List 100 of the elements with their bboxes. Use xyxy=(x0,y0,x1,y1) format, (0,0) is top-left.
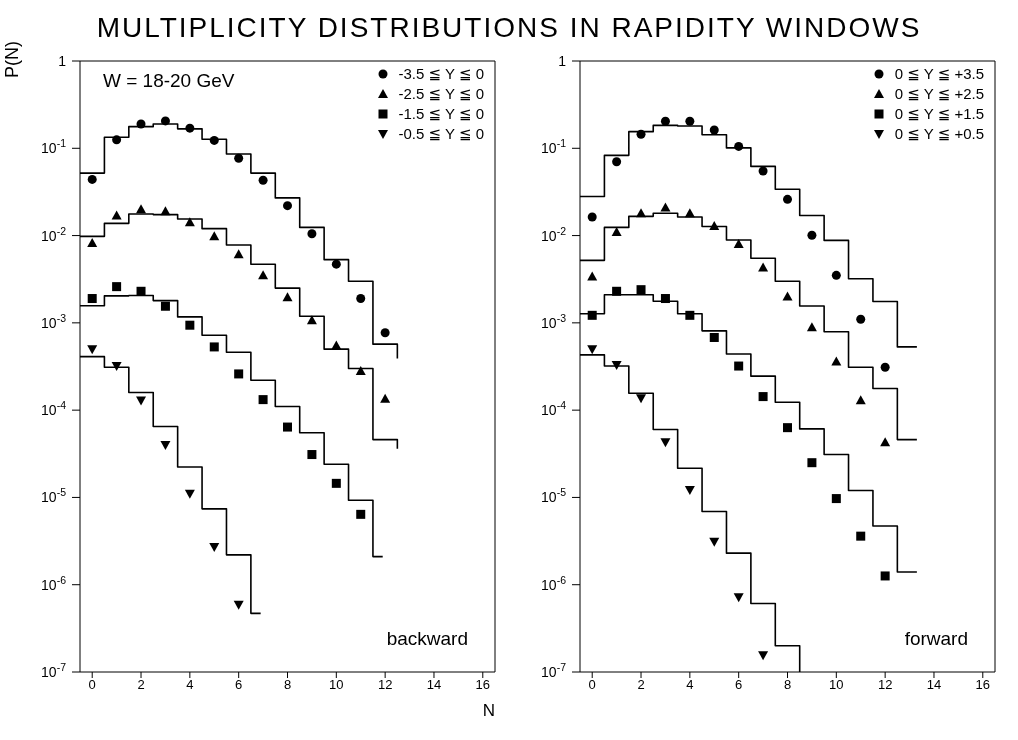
y-tick-label: 10$^{-6}$ xyxy=(541,573,567,593)
point xyxy=(160,440,171,450)
x-axis-title: N xyxy=(482,701,495,720)
point xyxy=(612,157,622,167)
point xyxy=(160,206,171,216)
legend-label: -0.5 ≦ Y ≦ 0 xyxy=(398,124,484,144)
point xyxy=(112,135,122,145)
y-tick-label: 10$^{-1}$ xyxy=(541,137,567,157)
legend-label: -2.5 ≦ Y ≦ 0 xyxy=(398,84,484,104)
point xyxy=(831,356,842,366)
point xyxy=(734,361,744,371)
point xyxy=(758,651,769,661)
point xyxy=(733,239,744,249)
point xyxy=(660,116,670,126)
point xyxy=(685,310,695,320)
point xyxy=(136,119,146,129)
y-tick-label: 10$^{-6}$ xyxy=(41,573,67,593)
point xyxy=(880,571,890,581)
point xyxy=(185,123,195,133)
y-tick-label: 1 xyxy=(58,53,67,69)
annotation: forward xyxy=(904,628,968,650)
point xyxy=(612,286,622,296)
point xyxy=(611,360,622,370)
point xyxy=(880,437,891,447)
x-tick-label: 2 xyxy=(637,677,645,693)
point xyxy=(233,249,244,259)
point xyxy=(831,494,841,504)
x-tick-label: 8 xyxy=(283,677,292,693)
x-tick-label: 6 xyxy=(235,677,243,693)
point xyxy=(356,294,366,304)
point xyxy=(807,458,817,468)
point xyxy=(160,116,170,126)
x-tick-label: 12 xyxy=(877,677,893,693)
y-tick-label: 10$^{-7}$ xyxy=(41,661,67,680)
point xyxy=(734,141,744,151)
point xyxy=(831,270,841,280)
point xyxy=(234,153,244,163)
point xyxy=(856,314,866,324)
point xyxy=(209,342,219,352)
point xyxy=(855,395,866,405)
point xyxy=(87,174,97,184)
point xyxy=(806,322,817,332)
point xyxy=(331,259,341,269)
point xyxy=(636,129,646,139)
point xyxy=(136,204,147,214)
point xyxy=(331,340,342,350)
annotation: W = 18-20 GeV xyxy=(103,70,235,92)
point xyxy=(307,229,317,239)
x-tick-label: 16 xyxy=(475,677,491,693)
y-tick-label: 10$^{-2}$ xyxy=(541,224,567,244)
point xyxy=(783,423,792,433)
y-tick-label: 10$^{-5}$ xyxy=(41,486,67,506)
point xyxy=(709,332,719,342)
point xyxy=(282,292,293,302)
point xyxy=(258,395,268,405)
y-tick-label: 10$^{-5}$ xyxy=(541,486,567,506)
x-tick-label: 10 xyxy=(329,677,344,693)
x-tick-label: 2 xyxy=(137,677,145,693)
point xyxy=(209,135,219,145)
point xyxy=(307,450,317,460)
annotation: backward xyxy=(386,628,468,650)
point xyxy=(880,362,890,372)
point xyxy=(758,166,768,176)
point xyxy=(380,393,391,403)
point xyxy=(234,369,244,379)
point xyxy=(807,230,817,240)
point xyxy=(636,285,646,295)
point xyxy=(758,392,768,402)
point xyxy=(636,394,647,404)
y-tick-label: 10$^{-2}$ xyxy=(41,224,67,244)
point xyxy=(684,208,695,218)
legend-label: 0 ≦ Y ≦ +2.5 xyxy=(894,84,984,104)
point xyxy=(184,217,195,227)
x-tick-label: 12 xyxy=(377,677,393,693)
point xyxy=(856,531,866,541)
point xyxy=(587,345,598,355)
point xyxy=(87,294,97,304)
x-tick-label: 8 xyxy=(783,677,792,693)
point xyxy=(306,315,317,325)
x-tick-label: 6 xyxy=(735,677,743,693)
y-tick-label: 10$^{-7}$ xyxy=(541,661,567,680)
y-tick-label: 1 xyxy=(558,53,567,69)
point xyxy=(209,543,220,553)
point xyxy=(783,194,792,204)
legend-label: 0 ≦ Y ≦ +3.5 xyxy=(894,64,984,84)
point xyxy=(185,320,195,330)
point xyxy=(355,366,366,376)
point xyxy=(660,438,671,448)
point xyxy=(184,489,195,499)
point xyxy=(733,593,744,603)
y-tick-label: 10$^{-4}$ xyxy=(41,399,67,419)
point xyxy=(160,301,170,311)
legend-label: 0 ≦ Y ≦ +1.5 xyxy=(894,104,984,124)
point xyxy=(258,270,269,280)
y-tick-label: 10$^{-3}$ xyxy=(41,311,67,331)
x-tick-label: 4 xyxy=(186,677,194,693)
point xyxy=(111,210,122,220)
point xyxy=(112,282,122,292)
point xyxy=(111,362,122,372)
point xyxy=(136,286,146,296)
